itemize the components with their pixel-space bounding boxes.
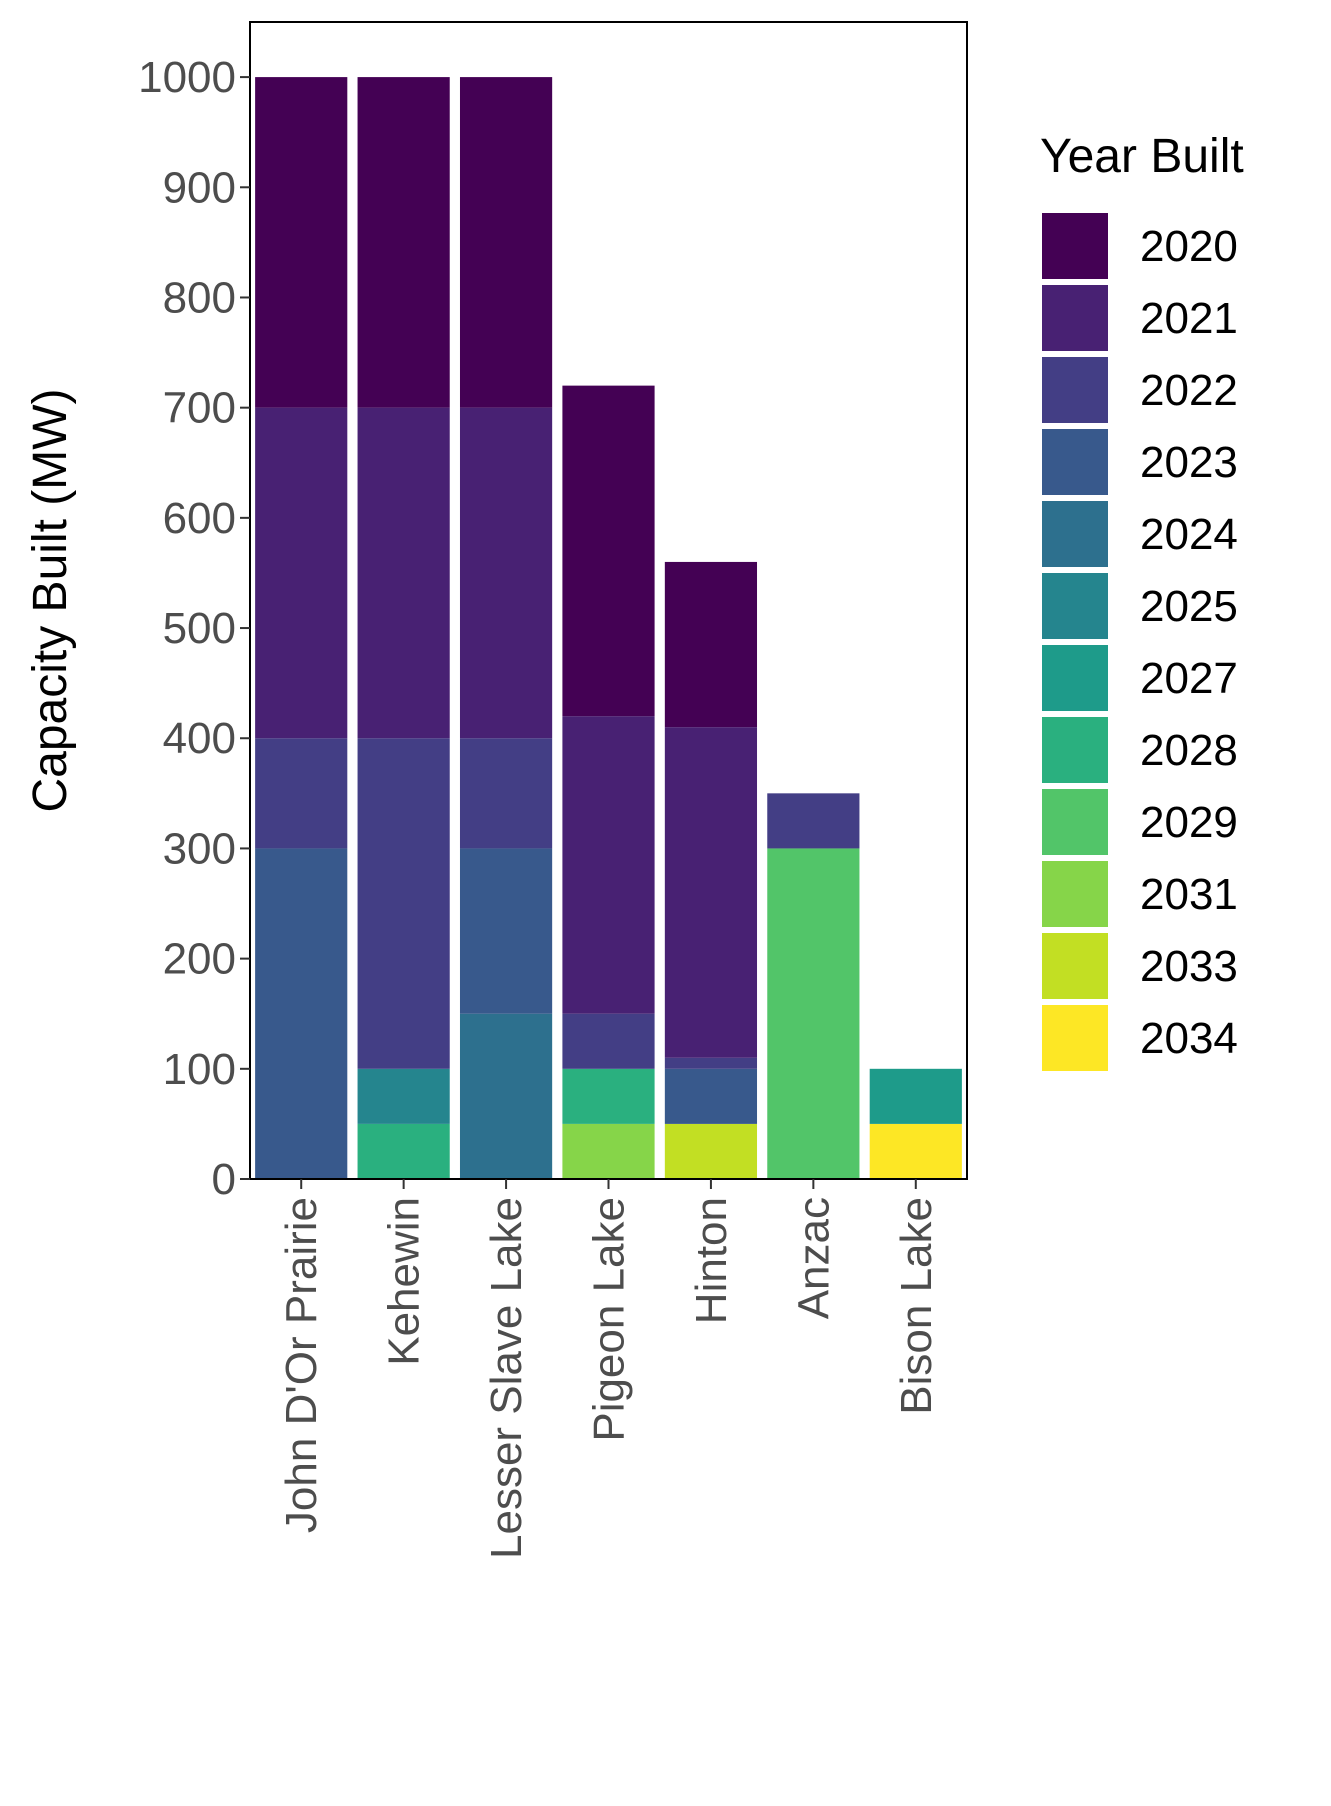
y-tick-label: 100 [163, 1045, 236, 1094]
y-tick-label: 700 [163, 384, 236, 433]
bar-segment [357, 407, 450, 739]
legend-swatch [1042, 717, 1108, 783]
y-tick-label: 400 [163, 714, 236, 763]
legend-title: Year Built [1040, 130, 1244, 183]
bar-segment [357, 1123, 450, 1179]
bar-segment [459, 848, 553, 1014]
bar-segment [562, 1123, 655, 1179]
legend-swatch [1042, 429, 1108, 495]
x-tick-label: Kehewin [380, 1197, 429, 1366]
y-tick-label: 600 [163, 494, 236, 543]
legend-label: 2020 [1140, 222, 1238, 271]
bars-layer [255, 77, 962, 1179]
y-tick-label: 300 [163, 824, 236, 873]
legend-swatch [1042, 501, 1108, 567]
legend-label: 2034 [1140, 1014, 1238, 1063]
legend-label: 2021 [1140, 294, 1238, 343]
bar-segment [459, 407, 553, 739]
legend-swatch [1042, 573, 1108, 639]
bar-segment [664, 1068, 758, 1124]
legend-swatch [1042, 285, 1108, 351]
legend-swatch [1042, 357, 1108, 423]
y-tick-label: 500 [163, 604, 236, 653]
y-tick-label: 900 [163, 163, 236, 212]
bar-segment [357, 77, 450, 408]
bar-segment [869, 1123, 962, 1179]
y-tick-label: 200 [163, 935, 236, 984]
legend-swatch [1042, 1005, 1108, 1071]
bar-segment [767, 793, 860, 849]
bar-segment [562, 1013, 655, 1069]
bar-segment [869, 1068, 962, 1124]
bar-segment [357, 1068, 450, 1124]
bar-segment [562, 1068, 655, 1124]
y-tick-label: 1000 [138, 53, 236, 102]
legend-swatch [1042, 789, 1108, 855]
bar-segment [562, 385, 655, 717]
legend-swatch [1042, 861, 1108, 927]
bar-segment [255, 738, 348, 849]
legend-label: 2023 [1140, 438, 1238, 487]
x-axis: John D'Or Prairie Kehewin Lesser Slave Lak… [277, 1179, 941, 1559]
bar-segment [459, 738, 553, 849]
legend-label: 2029 [1140, 798, 1238, 847]
bar-segment [255, 407, 348, 739]
bar-segment [562, 716, 655, 1014]
y-axis: 0 100 200 300 400 500 600 700 800 900 1000 [138, 53, 250, 1204]
bar-segment [767, 848, 860, 1179]
legend-label: 2024 [1140, 510, 1238, 559]
legend: Year Built 2020 2021 2022 2023 2024 2025 2027 2… [1040, 130, 1244, 1071]
x-tick-label: Lesser Slave Lake [482, 1197, 531, 1559]
x-tick-label: Hinton [687, 1197, 736, 1324]
y-tick-label: 0 [212, 1155, 236, 1204]
bar-segment [255, 77, 348, 408]
legend-label: 2031 [1140, 870, 1238, 919]
bar-segment [459, 77, 553, 408]
bar-segment [664, 561, 758, 728]
legend-label: 2028 [1140, 726, 1238, 775]
x-tick-label: Bison Lake [892, 1197, 941, 1415]
x-tick-label: Anzac [789, 1197, 838, 1319]
legend-swatch [1042, 933, 1108, 999]
legend-label: 2025 [1140, 582, 1238, 631]
legend-label: 2033 [1140, 942, 1238, 991]
x-tick-label: John D'Or Prairie [277, 1197, 326, 1533]
bar-segment [664, 727, 758, 1058]
y-axis-title: Capacity Built (MW) [24, 388, 77, 812]
bar-segment [664, 1123, 758, 1179]
legend-swatch [1042, 213, 1108, 279]
bar-segment [459, 1013, 553, 1179]
bar-segment [357, 738, 450, 1069]
legend-swatch [1042, 645, 1108, 711]
bar-segment [255, 848, 348, 1179]
legend-label: 2022 [1140, 366, 1238, 415]
bar-segment [664, 1057, 758, 1069]
y-tick-label: 800 [163, 273, 236, 322]
x-tick-label: Pigeon Lake [585, 1197, 634, 1442]
legend-label: 2027 [1140, 654, 1238, 703]
